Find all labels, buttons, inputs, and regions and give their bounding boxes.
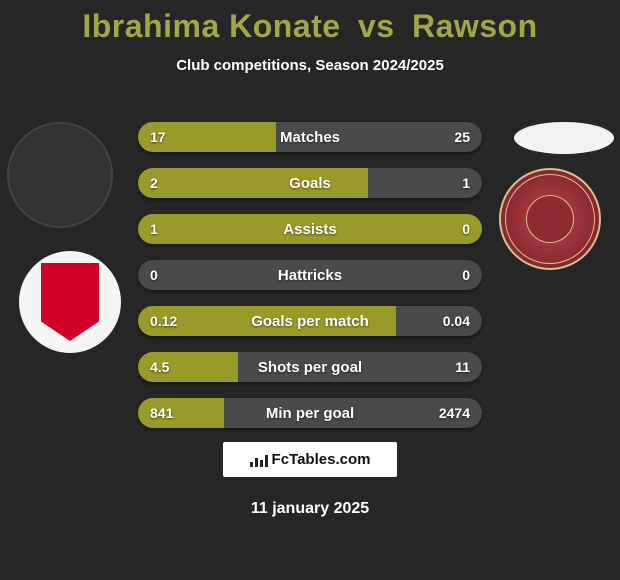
brand-text: FcTables.com	[272, 451, 371, 468]
stat-row: 8412474Min per goal	[138, 398, 482, 428]
stat-label: Goals per match	[138, 306, 482, 336]
stat-row: 1725Matches	[138, 122, 482, 152]
player-right-photo	[514, 122, 614, 154]
stat-row: 4.511Shots per goal	[138, 352, 482, 382]
stat-row: 00Hattricks	[138, 260, 482, 290]
club-left-badge	[19, 251, 121, 353]
stat-label: Matches	[138, 122, 482, 152]
comparison-title: Ibrahima Konate vs Rawson	[0, 0, 620, 45]
club-right-badge	[499, 168, 601, 270]
stat-label: Min per goal	[138, 398, 482, 428]
stats-bars: 1725Matches 21Goals 10Assists 00Hattricks 0.…	[138, 122, 482, 444]
player-left-photo	[7, 122, 113, 228]
chart-icon	[250, 453, 268, 467]
date-text: 11 january 2025	[0, 500, 620, 518]
player-right-name: Rawson	[412, 8, 538, 44]
stat-row: 10Assists	[138, 214, 482, 244]
stat-label: Shots per goal	[138, 352, 482, 382]
brand-box[interactable]: FcTables.com	[223, 442, 397, 477]
subtitle-text: Club competitions, Season 2024/2025	[0, 57, 620, 74]
stat-row: 21Goals	[138, 168, 482, 198]
vs-text: vs	[358, 8, 395, 44]
stat-label: Hattricks	[138, 260, 482, 290]
stat-row: 0.120.04Goals per match	[138, 306, 482, 336]
stat-label: Assists	[138, 214, 482, 244]
stat-label: Goals	[138, 168, 482, 198]
player-left-name: Ibrahima Konate	[82, 8, 340, 44]
